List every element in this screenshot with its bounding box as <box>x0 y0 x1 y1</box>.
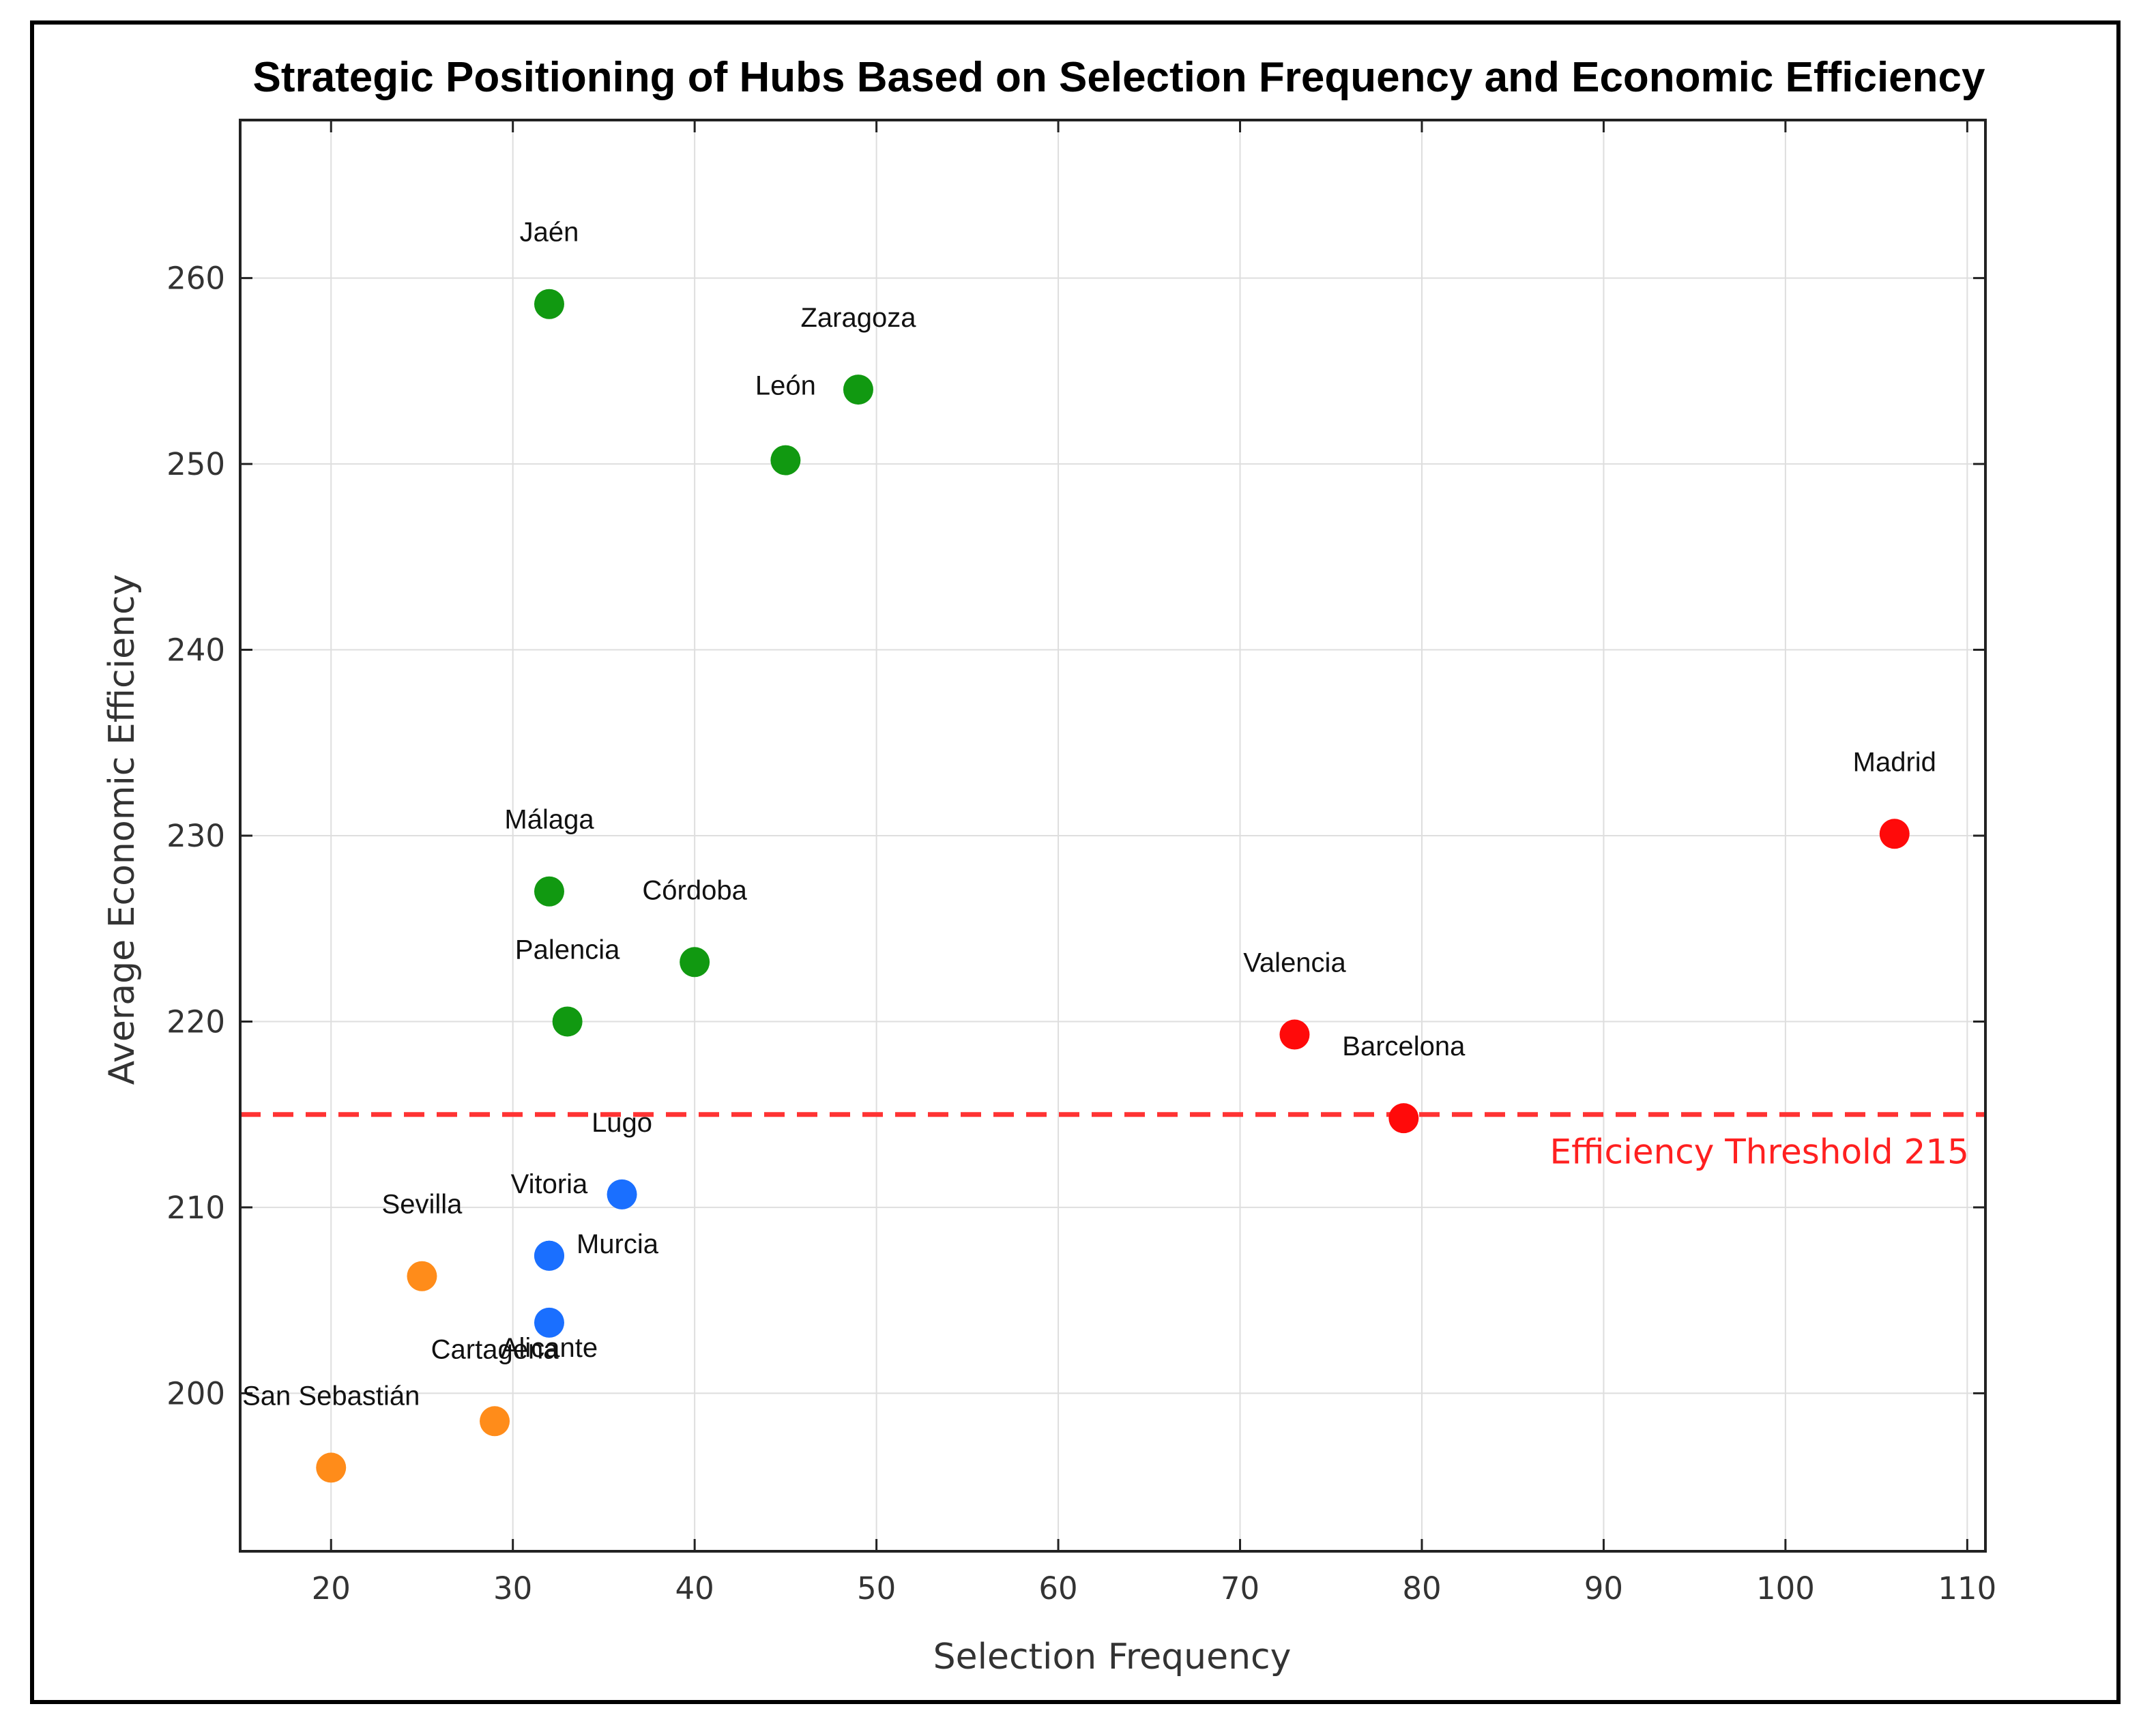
point-alicante <box>534 1307 564 1338</box>
point-label-vitoria: Vitoria <box>511 1169 588 1199</box>
point-label-jaen: Jaén <box>520 218 579 248</box>
point-label-cartagena: Cartagena <box>431 1334 559 1364</box>
threshold-group: Efficiency Threshold 215 <box>240 1112 1985 1172</box>
y-tick-label: 200 <box>166 1375 225 1411</box>
y-tick-label: 250 <box>166 446 225 482</box>
x-tick-label: 20 <box>312 1570 351 1607</box>
point-label-lugo: Lugo <box>592 1108 652 1138</box>
x-tick-label: 100 <box>1756 1570 1815 1607</box>
x-tick-label: 40 <box>675 1570 714 1607</box>
point-madrid <box>1879 819 1910 849</box>
point-lugo <box>607 1179 637 1209</box>
y-tick-label: 240 <box>166 632 225 669</box>
point-valencia <box>1279 1019 1310 1050</box>
x-tick-label: 110 <box>1938 1570 1996 1607</box>
point-label-san-sebastian: San Sebastián <box>242 1381 420 1411</box>
x-tick-label: 80 <box>1402 1570 1441 1607</box>
point-label-barcelona: Barcelona <box>1342 1031 1466 1061</box>
grid-lines <box>240 120 1985 1551</box>
point-label-sevilla: Sevilla <box>382 1190 463 1220</box>
point-barcelona <box>1388 1103 1419 1134</box>
y-tick-label: 210 <box>166 1190 225 1226</box>
x-tick-label: 90 <box>1584 1570 1623 1607</box>
point-label-murcia: Murcia <box>577 1229 659 1259</box>
point-label-palencia: Palencia <box>515 935 620 965</box>
point-malaga <box>534 876 564 907</box>
point-sevilla <box>407 1261 437 1291</box>
x-tick-label: 60 <box>1038 1570 1077 1607</box>
point-leon <box>770 445 801 475</box>
point-label-malaga: Málaga <box>504 805 594 835</box>
y-tick-label: 230 <box>166 818 225 854</box>
point-cartagena <box>480 1406 510 1437</box>
x-axis-label: Selection Frequency <box>933 1637 1292 1677</box>
point-jaen <box>534 289 564 319</box>
point-label-zaragoza: Zaragoza <box>800 303 916 333</box>
scatter-chart: Strategic Positioning of Hubs Based on S… <box>102 54 1996 1677</box>
x-tick-label: 50 <box>857 1570 896 1607</box>
point-label-leon: León <box>755 371 816 401</box>
y-tick-label: 220 <box>166 1003 225 1040</box>
x-tick-label: 70 <box>1221 1570 1259 1607</box>
y-axis-label: Average Economic Efficiency <box>102 574 143 1085</box>
y-tick-label: 260 <box>166 261 225 297</box>
chart-title: Strategic Positioning of Hubs Based on S… <box>252 54 1985 101</box>
x-tick-label: 30 <box>493 1570 532 1607</box>
plot-area-border <box>239 119 1987 1553</box>
axis-ticks: 20 30 40 50 60 70 80 90 100 110 200 210 220 230 240 250… <box>166 120 1996 1607</box>
data-points <box>316 289 1910 1483</box>
threshold-label: Efficiency Threshold 215 <box>1550 1132 1969 1172</box>
point-label-alicante: Alicante <box>501 1333 598 1363</box>
point-label-valencia: Valencia <box>1243 948 1346 978</box>
point-cordoba <box>680 947 710 978</box>
point-palencia <box>552 1006 583 1037</box>
point-label-madrid: Madrid <box>1853 747 1936 777</box>
point-label-cordoba: Córdoba <box>642 875 747 905</box>
point-san-sebastian <box>316 1452 347 1483</box>
point-murcia <box>534 1240 564 1271</box>
point-zaragoza <box>843 375 873 405</box>
figure-frame: Strategic Positioning of Hubs Based on S… <box>30 20 2121 1704</box>
point-labels: Jaén Zaragoza León Málaga Córdoba Palencia Mad… <box>242 218 1936 1411</box>
